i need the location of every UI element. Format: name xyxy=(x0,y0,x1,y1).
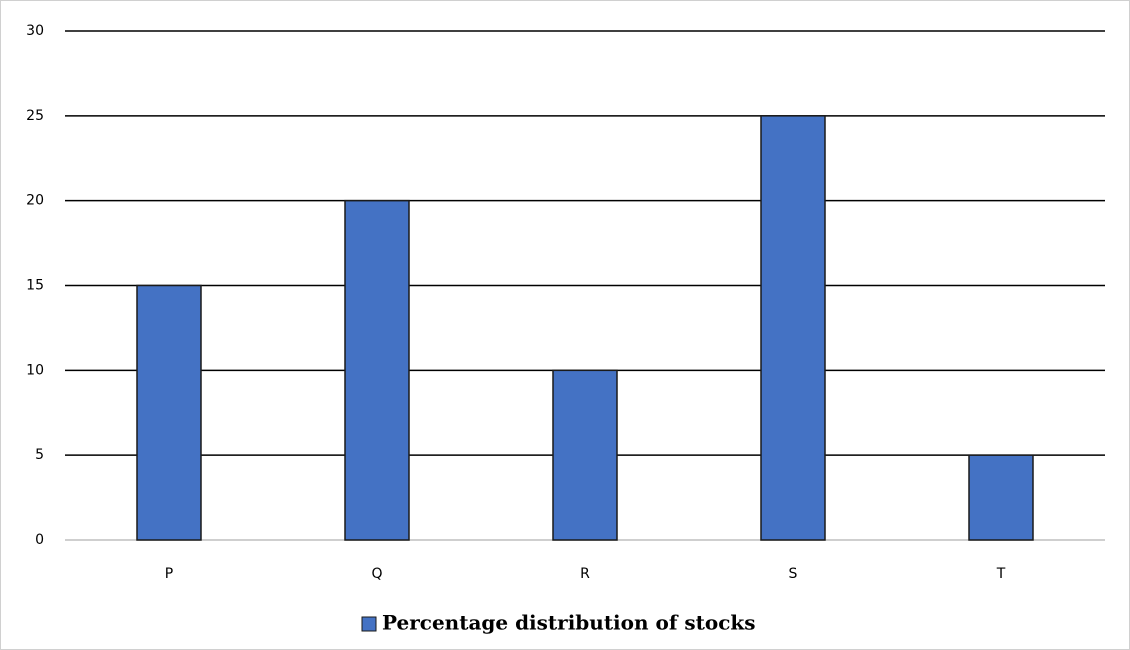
y-tick-label: 0 xyxy=(35,532,44,548)
y-tick-label: 20 xyxy=(26,193,44,209)
x-tick-label: R xyxy=(580,566,590,582)
legend-swatch xyxy=(361,616,377,632)
y-tick-label: 15 xyxy=(26,278,44,294)
y-tick-label: 5 xyxy=(35,447,44,463)
bar xyxy=(552,369,618,541)
x-tick-label: Q xyxy=(371,566,382,582)
bar xyxy=(760,115,826,541)
x-tick-label: S xyxy=(789,566,798,582)
legend-label: Percentage distribution of stocks xyxy=(382,611,756,635)
bar xyxy=(344,199,410,541)
x-tick-label: T xyxy=(996,566,1006,582)
y-tick-label: 30 xyxy=(26,23,44,39)
bar xyxy=(968,454,1034,541)
x-tick-label: P xyxy=(165,566,173,582)
bar xyxy=(136,284,202,541)
y-tick-label: 10 xyxy=(26,362,44,378)
y-tick-label: 25 xyxy=(26,108,44,124)
